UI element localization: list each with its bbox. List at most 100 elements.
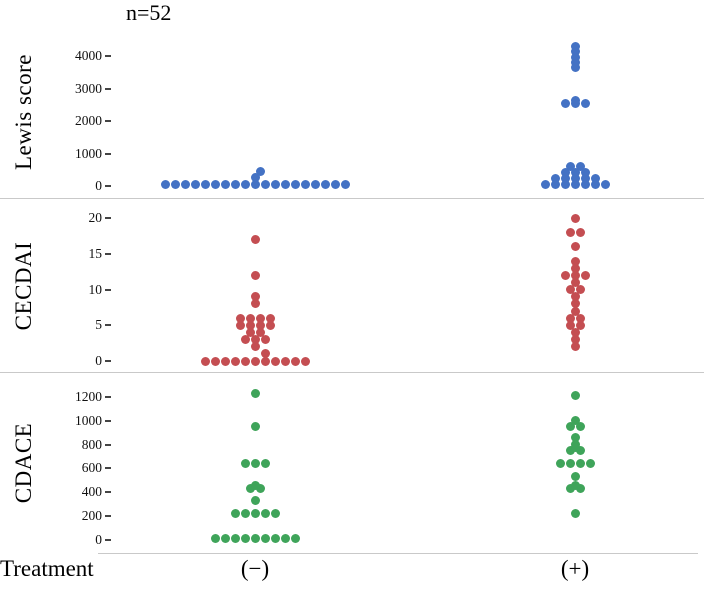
data-point [255,166,265,176]
data-point [200,179,210,189]
data-point [575,227,585,237]
data-point [260,534,270,544]
data-point [170,179,180,189]
data-point [270,179,280,189]
data-point [560,167,570,177]
data-point [570,292,580,302]
data-point [570,480,580,490]
x-axis-area: Treatment (−) (+) [0,554,704,591]
data-point [565,422,575,432]
y-tick-mark [105,443,111,446]
data-point [540,179,550,189]
data-point [240,509,250,519]
data-point [600,179,610,189]
data-point [290,179,300,189]
sample-size-label: n=52 [126,0,172,25]
data-point [270,356,280,366]
data-point [250,459,260,469]
y-tick-mark [105,515,111,518]
data-point [590,179,600,189]
data-point [570,167,580,177]
data-point [270,509,280,519]
data-point [240,335,250,345]
y-tick-mark [105,395,111,398]
data-point [260,179,270,189]
y-tick-label: 400 [81,484,102,500]
data-point [570,472,580,482]
y-tick-label: 0 [95,353,102,368]
y-tick-label: 0 [95,532,102,547]
data-point [560,270,570,280]
y-tick-mark [105,467,111,470]
data-point [220,179,230,189]
data-point [570,327,580,337]
data-point [555,459,565,469]
y-tick-mark [105,360,111,362]
data-point [240,356,250,366]
y-axis-label-lewis-score: Lewis score [11,54,36,170]
panel-cdace: CDACE 0 200 400 600 800 1000 1200 [0,372,704,553]
data-point [570,256,580,266]
data-point [245,320,255,330]
data-point [560,179,570,189]
data-point [210,356,220,366]
data-point [255,320,265,330]
data-point [575,459,585,469]
data-point [240,459,250,469]
panel-lewis-score: Lewis score 0 1000 2000 3000 4000 [0,26,704,198]
y-tick-label: 0 [95,178,102,193]
data-point [580,167,590,177]
y-tick-label: 600 [81,460,102,476]
y-tick-mark [105,491,111,494]
data-point [290,356,300,366]
data-point [580,270,590,280]
data-point [180,179,190,189]
data-point [580,179,590,189]
y-tick-label: 800 [81,436,102,452]
data-point [280,534,290,544]
y-tick-mark [105,252,111,255]
data-point [250,356,260,366]
data-point [320,179,330,189]
y-tick-mark [105,87,111,90]
data-point [250,388,260,398]
data-point [250,342,260,352]
data-point [570,509,580,519]
y-tick-label: 15 [88,245,103,261]
data-point [255,327,265,337]
data-point [575,162,585,172]
data-point [550,179,560,189]
data-point [580,174,590,184]
data-point [250,422,260,432]
data-point [570,306,580,316]
data-point [265,313,275,323]
y-tick-label: 200 [81,508,102,524]
data-point [235,313,245,323]
data-point [190,179,200,189]
data-point [565,484,575,494]
data-point [250,270,260,280]
data-point [550,174,560,184]
data-point [570,432,580,442]
data-point [570,242,580,252]
data-point [565,162,575,172]
data-point [590,174,600,184]
data-point [235,320,245,330]
data-point [570,213,580,223]
data-point [260,459,270,469]
y-tick-mark [105,55,111,58]
y-tick-label: 10 [88,281,103,297]
data-point [570,179,580,189]
data-point [210,534,220,544]
x-tick-label-treatment-positive: (+) [560,556,590,581]
y-tick-mark [105,120,111,123]
y-tick-mark [105,152,111,155]
data-point [250,173,260,183]
x-tick-label-treatment-negative: (−) [240,556,270,581]
data-point [250,496,260,506]
data-point [250,509,260,519]
data-point [230,509,240,519]
data-point [245,327,255,337]
data-point [570,174,580,184]
data-point [570,335,580,345]
